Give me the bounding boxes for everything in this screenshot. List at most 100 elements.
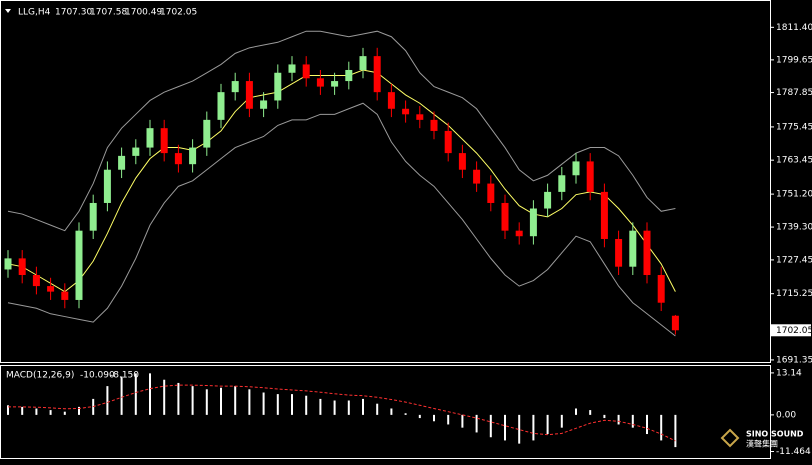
- macd-value: -8.150: [110, 371, 139, 381]
- macd-bar: [362, 398, 364, 415]
- candle-body: [671, 315, 679, 331]
- candle-body: [473, 169, 481, 184]
- y-tick-label: 1811.40: [776, 23, 812, 33]
- candle-body: [103, 169, 111, 203]
- candle-body: [345, 69, 353, 82]
- y-tick-label: 1775.45: [776, 122, 812, 132]
- macd-bar: [248, 389, 251, 415]
- y-tick-label: 0.00: [776, 410, 796, 420]
- candle-body: [629, 230, 637, 267]
- macd-bar: [404, 413, 407, 415]
- header-value: 1707.58: [90, 8, 127, 18]
- macd-bar: [205, 389, 208, 415]
- macd-bar: [21, 406, 24, 415]
- candle-body: [402, 108, 410, 115]
- macd-bar: [220, 387, 222, 415]
- candle-body: [174, 153, 182, 165]
- candle-body: [430, 119, 438, 131]
- candle-body: [643, 230, 651, 276]
- macd-bar: [433, 414, 435, 422]
- macd-bar: [674, 414, 677, 448]
- y-tick-label: 13.14: [776, 368, 802, 378]
- upper-band: [7, 30, 676, 232]
- macd-bar: [589, 410, 592, 415]
- header-value: 1702.05: [160, 8, 197, 18]
- macd-bar: [276, 394, 279, 415]
- candle-body: [387, 92, 395, 109]
- lower-band: [7, 102, 676, 337]
- main-pane: [0, 0, 771, 363]
- watermark-sub: 漢聲集團: [746, 439, 778, 449]
- macd-bar: [234, 386, 237, 415]
- current-price-label: 1702.05: [776, 326, 812, 336]
- candle-body: [487, 183, 495, 203]
- macd-bar: [461, 414, 464, 428]
- macd-bar: [560, 414, 563, 428]
- macd-bar: [120, 376, 123, 415]
- candle-body: [47, 286, 55, 292]
- macd-bar: [532, 414, 535, 441]
- y-tick-label: 1799.65: [776, 55, 812, 65]
- candle-body: [600, 191, 608, 239]
- macd-bar: [376, 403, 379, 415]
- candle-body: [231, 81, 239, 93]
- macd-bar: [631, 414, 634, 428]
- y-tick-label: 1715.25: [776, 289, 812, 299]
- candle-body: [75, 230, 83, 300]
- current-price-box: [771, 324, 811, 337]
- y-tick-label: 1691.35: [776, 355, 812, 365]
- macd-value: -10.090: [80, 371, 115, 381]
- macd-bar: [134, 373, 137, 415]
- y-tick-label: -11.464: [776, 447, 811, 457]
- candle-body: [657, 275, 665, 303]
- moving-average: [7, 69, 676, 293]
- candle-body: [4, 258, 12, 270]
- candle-body: [572, 161, 580, 176]
- candle-body: [217, 92, 225, 120]
- macd-bar: [646, 414, 648, 435]
- candle-body: [189, 147, 197, 165]
- candle-body: [544, 191, 552, 209]
- macd-bar: [518, 414, 521, 444]
- candle-body: [558, 175, 566, 192]
- candle-body: [118, 155, 126, 170]
- macd-bar: [262, 392, 265, 415]
- macd-bar: [49, 410, 52, 415]
- candle-body: [444, 130, 452, 154]
- y-tick-label: 1787.85: [776, 88, 812, 98]
- macd-bar: [319, 398, 322, 415]
- macd-bar: [305, 395, 308, 415]
- candle-body: [316, 78, 324, 87]
- candle-body: [160, 128, 168, 154]
- candle-body: [89, 202, 97, 231]
- candle-body: [359, 56, 367, 70]
- macd-bar: [660, 414, 663, 441]
- symbol: LLG,H4: [18, 8, 51, 18]
- candle-body: [32, 275, 40, 287]
- macd-signal: [8, 384, 676, 442]
- macd-bar: [504, 414, 506, 441]
- macd-pane: [0, 365, 771, 459]
- macd-bar: [603, 414, 606, 419]
- candle-body: [458, 153, 466, 170]
- macd-bar: [63, 411, 66, 415]
- macd-bar: [177, 382, 180, 415]
- macd-bar: [7, 405, 9, 415]
- macd-bar: [475, 414, 478, 433]
- candle-body: [288, 64, 296, 73]
- candle-body: [529, 208, 537, 237]
- y-tick-label: 1751.20: [776, 190, 812, 200]
- macd-bar: [546, 414, 549, 435]
- macd-bar: [333, 400, 336, 415]
- macd-bar: [291, 394, 293, 415]
- candle-body: [132, 147, 140, 156]
- macd-bar: [149, 373, 151, 415]
- candle-body: [615, 238, 623, 267]
- macd-bar: [347, 400, 350, 415]
- candle-body: [260, 100, 268, 109]
- logo: [720, 428, 740, 448]
- candle-body: [146, 128, 154, 148]
- candle-body: [61, 291, 69, 300]
